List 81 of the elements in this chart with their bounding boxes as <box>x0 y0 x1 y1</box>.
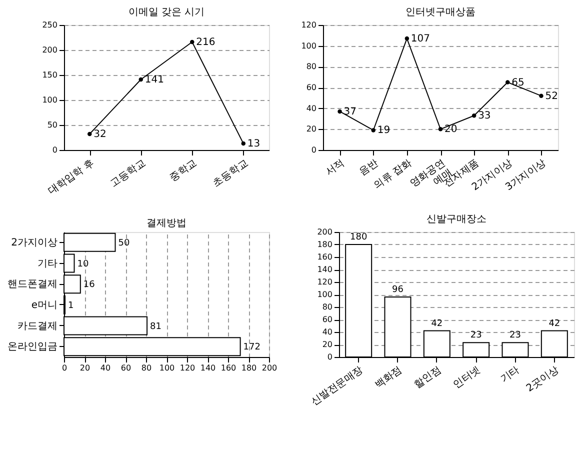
data-label: 1 <box>68 300 74 311</box>
x-tick-label: 60 <box>120 364 132 372</box>
point <box>472 114 476 118</box>
data-label: 107 <box>410 34 430 45</box>
x-tick-label: 40 <box>100 364 111 372</box>
y-tick-label: 20 <box>306 124 316 134</box>
chart-title: 이메일 갖은 시기 <box>128 7 205 18</box>
y-tick-label: 180 <box>317 240 332 249</box>
y-tick-label: e머니 <box>31 300 58 311</box>
data-label: 16 <box>83 280 96 290</box>
point <box>404 36 410 41</box>
x-tick-label: 서적 <box>324 158 347 178</box>
data-label: 10 <box>77 259 89 270</box>
y-tick-label: 60 <box>306 83 316 92</box>
data-label: 52 <box>545 90 558 102</box>
x-tick-label: 80 <box>141 364 152 372</box>
y-tick-label: 160 <box>317 252 332 262</box>
data-label: 19 <box>377 125 390 136</box>
data-label: 50 <box>118 238 130 248</box>
y-tick-label: 20 <box>322 340 332 349</box>
y-tick-label: 120 <box>317 278 332 286</box>
point <box>506 80 510 84</box>
data-label: 81 <box>150 322 162 332</box>
data-label: 33 <box>478 110 491 122</box>
y-tick-label: 기타 <box>38 258 58 270</box>
x-tick-label: 100 <box>159 364 175 372</box>
data-label: 141 <box>144 74 164 86</box>
y-tick-label: 200 <box>42 46 58 54</box>
y-tick-label: 80 <box>322 302 332 312</box>
data-label: 23 <box>470 330 482 341</box>
y-tick-label: 200 <box>317 228 332 236</box>
data-label: 37 <box>344 106 357 118</box>
y-tick-label: 0 <box>311 146 316 154</box>
data-label: 32 <box>94 129 106 140</box>
y-tick-label: 2가지이상 <box>11 237 58 248</box>
point <box>138 77 143 82</box>
y-tick-label: 온라인입금 <box>8 342 58 353</box>
point <box>338 109 342 114</box>
y-tick-label: 120 <box>301 20 316 30</box>
data-label: 65 <box>512 77 524 88</box>
x-tick-label: 140 <box>200 364 216 372</box>
data-label: 13 <box>247 138 260 150</box>
x-tick-label: 120 <box>180 364 196 372</box>
y-tick-label: 50 <box>47 120 58 130</box>
y-tick-label: 80 <box>306 62 316 72</box>
data-label: 23 <box>510 330 521 341</box>
y-tick-label: 핸드폰결제 <box>8 279 58 290</box>
chart-title: 신발구매장소 <box>426 214 486 225</box>
data-label: 216 <box>196 37 216 48</box>
x-tick-label: 160 <box>220 364 236 372</box>
data-label: 96 <box>392 285 404 295</box>
y-tick-label: 150 <box>42 70 58 80</box>
x-tick-label: 200 <box>262 364 278 372</box>
x-tick-label: 20 <box>80 364 90 372</box>
point <box>190 40 194 44</box>
x-tick-label: 0 <box>62 364 68 372</box>
y-tick-label: 0 <box>327 352 332 362</box>
y-tick-label: 60 <box>322 315 332 324</box>
point <box>88 132 92 136</box>
y-tick-label: 100 <box>42 96 58 104</box>
x-tick-label: 180 <box>241 364 257 372</box>
chart-title: 인터넷구매상품 <box>406 7 476 18</box>
chart-title: 결제방법 <box>146 218 186 229</box>
point <box>539 94 544 98</box>
y-tick-label: 카드결제 <box>18 320 58 332</box>
y-tick-label: 100 <box>301 41 316 50</box>
y-tick-label: 250 <box>42 20 58 30</box>
data-label: 42 <box>431 318 443 329</box>
y-tick-label: 140 <box>317 265 332 274</box>
point <box>241 141 246 146</box>
point <box>371 128 376 132</box>
y-tick-label: 40 <box>322 328 332 336</box>
data-label: 180 <box>350 232 368 242</box>
x-tick-label: 기타 <box>498 364 522 385</box>
data-label: 172 <box>243 342 260 353</box>
y-tick-label: 0 <box>52 146 58 154</box>
data-label: 42 <box>548 318 560 329</box>
data-label: 20 <box>444 124 458 136</box>
y-tick-label: 40 <box>306 104 316 113</box>
y-tick-label: 100 <box>317 290 332 299</box>
point <box>438 127 443 132</box>
